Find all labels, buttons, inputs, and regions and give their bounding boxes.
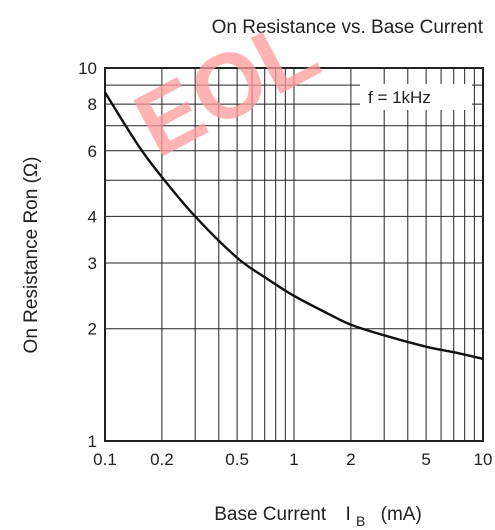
y-tick-label: 1 <box>88 432 97 451</box>
x-axis-label: Base Current I B (mA) <box>214 504 422 530</box>
x-tick-label: 0.1 <box>93 450 117 469</box>
chart-title: On Resistance vs. Base Current <box>212 17 484 38</box>
y-tick-label: 10 <box>78 59 97 78</box>
x-tick-label: 0.5 <box>225 450 249 469</box>
x-tick-label: 0.2 <box>150 450 174 469</box>
y-tick-label: 3 <box>88 254 97 273</box>
y-axis-label: On Resistance Ron (Ω) <box>21 157 42 354</box>
y-tick-label: 8 <box>88 95 97 114</box>
x-axis-label-main: Base Current <box>214 504 327 525</box>
x-axis-label-symbol: I <box>345 504 350 525</box>
annotation-label: f = 1kHz <box>368 88 431 107</box>
x-tick-label: 10 <box>474 450 493 469</box>
annotation-box <box>360 84 472 110</box>
grid-lines <box>105 68 483 441</box>
x-axis-label-unit: (mA) <box>381 504 422 525</box>
x-tick-label: 1 <box>289 450 298 469</box>
y-tick-labels: 1 2 3 4 6 8 10 <box>78 59 97 451</box>
x-tick-label: 2 <box>346 450 355 469</box>
series-layer <box>103 91 484 361</box>
plot-frame <box>104 67 484 442</box>
y-tick-label: 4 <box>88 207 97 226</box>
x-axis-label-subscript: B <box>356 513 365 529</box>
x-tick-label: 5 <box>421 450 430 469</box>
y-tick-label: 6 <box>88 142 97 161</box>
x-tick-labels: 0.1 0.2 0.5 1 2 5 10 <box>93 450 492 469</box>
y-tick-label: 2 <box>88 320 97 339</box>
series-line <box>103 91 484 361</box>
